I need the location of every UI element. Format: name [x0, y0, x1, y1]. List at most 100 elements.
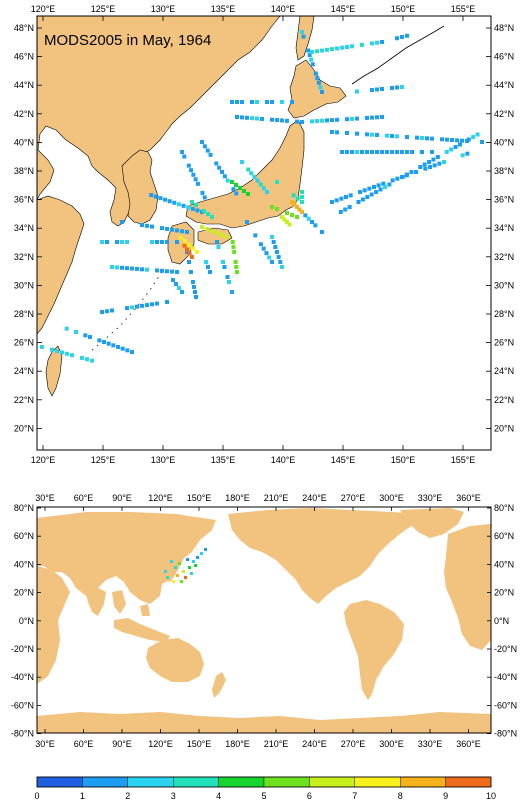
observation-cell — [192, 285, 196, 289]
observation-cell — [165, 226, 169, 231]
observation-cell — [365, 115, 369, 120]
observation-cell — [140, 223, 144, 228]
observation-cell — [282, 217, 287, 222]
observation-cell — [166, 576, 169, 579]
observation-cell — [230, 180, 234, 184]
colorbar-cell — [309, 776, 355, 788]
observation-cell — [320, 118, 324, 123]
observation-cell — [275, 250, 279, 254]
lon-label-bottom: 90°E — [112, 739, 132, 749]
observation-cell — [115, 240, 119, 244]
colorbar-cell — [172, 776, 219, 788]
observation-cell — [360, 150, 364, 154]
lat-label-left: 22°N — [14, 395, 34, 405]
lat-label-right: 32°N — [494, 252, 514, 262]
observation-cell — [264, 251, 269, 256]
lat-label-left: 38°N — [14, 166, 34, 176]
observation-cell — [475, 132, 480, 137]
observation-cell — [235, 115, 239, 119]
observation-cell — [155, 240, 159, 244]
observation-cell — [316, 80, 321, 85]
colorbar-cell — [36, 776, 83, 788]
lat-label-right: 30°N — [494, 280, 514, 290]
lat-label-right: 40°N — [494, 137, 514, 147]
observation-cell — [193, 290, 197, 294]
observation-cell — [150, 224, 154, 229]
lon-label-top: 180°E — [225, 493, 250, 503]
lon-label-bottom: 180°E — [225, 739, 250, 749]
observation-cell — [355, 150, 359, 154]
observation-cell — [246, 167, 251, 172]
lon-label-top: 130°E — [151, 4, 176, 14]
observation-cell — [202, 209, 206, 213]
observation-cell — [297, 207, 302, 212]
observation-cell — [382, 185, 387, 189]
lat-label-right: 34°N — [494, 223, 514, 233]
india-subcontinent — [86, 588, 106, 616]
observation-cell — [170, 269, 174, 274]
observation-cell — [290, 200, 294, 204]
observation-cell — [437, 161, 442, 166]
lon-label-bottom: 210°E — [264, 739, 289, 749]
observation-cell — [375, 133, 379, 137]
lon-label-bottom: 130°E — [151, 455, 176, 465]
observation-cell — [445, 137, 449, 142]
observation-cell — [309, 57, 314, 62]
observation-cell — [215, 240, 219, 244]
observation-cell — [409, 170, 414, 174]
observation-cell — [405, 172, 409, 177]
observation-cell — [200, 140, 204, 144]
observation-cell — [325, 47, 329, 52]
lat-label-left: 20°N — [14, 588, 34, 598]
observation-cell — [249, 171, 254, 176]
observation-cell — [442, 160, 446, 164]
lon-label-bottom: 155°E — [451, 455, 476, 465]
observation-cell — [233, 260, 238, 264]
observation-cell — [74, 330, 78, 334]
map-title: MODS2005 in May, 1964 — [44, 32, 211, 49]
observation-cell — [105, 240, 109, 244]
china-south-coast — [36, 195, 85, 335]
lon-label-bottom: 140°E — [271, 455, 296, 465]
observation-cell — [280, 215, 284, 219]
observation-cell — [106, 341, 111, 346]
observation-cell — [206, 265, 210, 269]
observation-cell — [90, 358, 94, 363]
bottom-map-ticks: 30°E 30°E 60°E 60°E 90°E 90°E 120°E 120°E 150°E 1… — [11, 493, 517, 749]
japan-archipelago — [164, 552, 178, 582]
colorbar-label: 7 — [352, 791, 357, 801]
lat-label-left: 80°N — [14, 503, 34, 513]
observation-cell — [210, 229, 214, 233]
observation-cell — [405, 135, 409, 139]
observation-cell — [208, 152, 213, 157]
lat-label-left: -40°N — [11, 672, 34, 682]
lon-label-top: 60°E — [74, 493, 94, 503]
observation-cell — [270, 260, 274, 264]
lat-label-left: 46°N — [14, 52, 34, 62]
observation-cell — [315, 119, 319, 124]
observation-cell — [184, 576, 187, 579]
observation-cell — [430, 136, 434, 141]
observation-cell — [370, 41, 374, 46]
observation-cell — [460, 138, 464, 143]
observation-cell — [245, 220, 249, 224]
observation-cell — [334, 198, 339, 203]
south-america-continent — [344, 600, 404, 700]
observation-cell — [178, 562, 181, 565]
observation-cell — [158, 196, 163, 201]
observation-cell — [313, 71, 318, 76]
observation-cell — [255, 100, 259, 104]
lon-label-top: 140°E — [271, 4, 296, 14]
observation-cell — [347, 205, 352, 209]
top-map-ticks: 120°E 120°E 125°E 125°E 130°E 130°E 135°E 135°E… — [14, 4, 514, 465]
observation-cell — [345, 131, 349, 135]
observation-cell — [335, 130, 339, 135]
observation-cell — [350, 150, 354, 154]
observation-cell — [345, 117, 349, 122]
observation-cell — [240, 100, 244, 104]
lat-label-right: 42°N — [494, 109, 514, 119]
observation-cell — [160, 268, 164, 273]
observation-cell — [338, 210, 343, 214]
observation-cell — [395, 85, 399, 90]
observation-cell — [270, 205, 274, 209]
